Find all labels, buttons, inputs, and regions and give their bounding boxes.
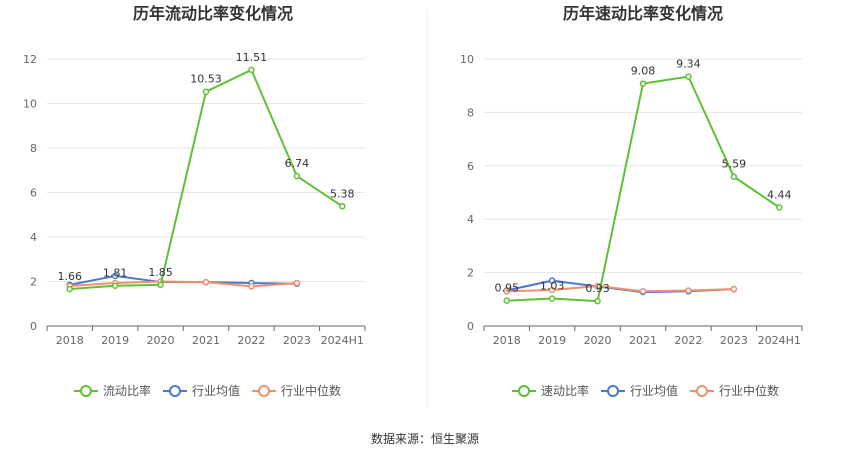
data-label: 1.81 — [103, 267, 128, 280]
y-tick-label: 4 — [30, 231, 37, 244]
legend-label: 行业均值 — [192, 383, 240, 398]
x-tick-label: 2020 — [584, 334, 612, 347]
legend-label: 行业均值 — [630, 383, 678, 398]
y-tick-label: 0 — [30, 320, 37, 333]
legend-marker — [607, 385, 619, 397]
data-point — [548, 295, 556, 302]
legend-marker — [696, 385, 708, 397]
x-tick-label: 2024H1 — [758, 334, 801, 347]
data-point — [730, 173, 738, 180]
series-line-0 — [506, 75, 780, 303]
data-label: 11.51 — [236, 51, 268, 64]
y-tick-label: 6 — [30, 187, 37, 200]
y-tick-label: 12 — [23, 53, 37, 66]
data-point — [594, 297, 601, 305]
data-point — [685, 73, 692, 80]
data-point — [202, 278, 210, 286]
data-point — [248, 283, 255, 290]
series-line-2 — [69, 280, 297, 288]
legend-label: 行业中位数 — [281, 383, 341, 398]
data-point — [503, 288, 510, 295]
y-tick-label: 0 — [467, 320, 474, 333]
x-tick-label: 2022 — [674, 334, 702, 347]
data-point — [111, 272, 119, 280]
data-label: 1.03 — [540, 279, 565, 292]
x-tick-label: 2019 — [538, 334, 566, 347]
data-point — [157, 281, 164, 289]
x-tick-label: 2019 — [101, 334, 129, 347]
x-tick-label: 2024H1 — [321, 334, 364, 347]
data-label: 9.08 — [631, 65, 656, 78]
x-tick-label: 2021 — [629, 334, 657, 347]
data-point — [339, 203, 346, 210]
legend-marker — [169, 385, 181, 397]
data-point — [202, 88, 210, 95]
data-label: 9.34 — [676, 58, 701, 71]
legend-label: 流动比率 — [103, 383, 151, 398]
data-label: 1.85 — [148, 266, 173, 279]
series-line-0 — [69, 68, 343, 291]
data-point — [111, 282, 119, 289]
y-tick-label: 2 — [30, 276, 37, 289]
legend-label: 速动比率 — [541, 383, 589, 398]
y-tick-label: 8 — [467, 106, 474, 119]
chart-title: 历年速动比率变化情况 — [563, 4, 723, 23]
legend-marker — [258, 385, 270, 397]
data-point — [248, 66, 255, 74]
data-label: 10.53 — [190, 73, 222, 86]
data-point — [66, 285, 73, 293]
quick-ratio-chart: 历年速动比率变化情况 0 2 4 6 8 10 2018 2019 2020 2021 2022 202… — [460, 4, 803, 398]
data-point — [639, 80, 647, 87]
x-tick-label: 2021 — [192, 334, 220, 347]
data-point — [730, 285, 738, 293]
data-label: 0.95 — [494, 282, 519, 295]
current-ratio-chart: 历年流动比率变化情况 0 2 4 6 8 10 12 2018 2019 2020 2021 2022 2… — [23, 4, 366, 398]
x-tick-label: 2023 — [720, 334, 748, 347]
y-tick-label: 6 — [467, 160, 474, 173]
data-label: 1.66 — [57, 270, 82, 283]
legend-marker — [518, 385, 530, 397]
x-tick-label: 2023 — [283, 334, 311, 347]
data-point — [548, 277, 556, 284]
y-tick-label: 2 — [467, 267, 474, 280]
data-source: 数据来源：恒生聚源 — [371, 431, 479, 446]
chart-title: 历年流动比率变化情况 — [133, 4, 293, 23]
x-tick-label: 2018 — [493, 334, 521, 347]
data-label: 4.44 — [767, 188, 792, 201]
y-tick-label: 4 — [467, 213, 474, 226]
legend-label: 行业中位数 — [719, 383, 779, 398]
data-label: 5.38 — [330, 187, 355, 200]
x-tick-label: 2020 — [147, 334, 175, 347]
y-tick-label: 8 — [30, 142, 37, 155]
y-tick-label: 10 — [460, 53, 474, 66]
data-label: 5.59 — [722, 158, 747, 171]
data-point — [503, 297, 510, 304]
data-label: 6.74 — [285, 157, 310, 170]
data-point — [639, 288, 647, 295]
y-tick-label: 10 — [23, 98, 37, 111]
data-point — [548, 286, 556, 294]
x-tick-label: 2018 — [56, 334, 84, 347]
data-point — [293, 279, 301, 287]
series-line-2 — [506, 284, 734, 293]
data-label: 0.93 — [585, 282, 610, 295]
x-tick-label: 2022 — [237, 334, 265, 347]
data-point — [685, 287, 692, 294]
legend-marker — [80, 385, 92, 397]
data-point — [776, 204, 783, 211]
data-point — [293, 172, 301, 180]
